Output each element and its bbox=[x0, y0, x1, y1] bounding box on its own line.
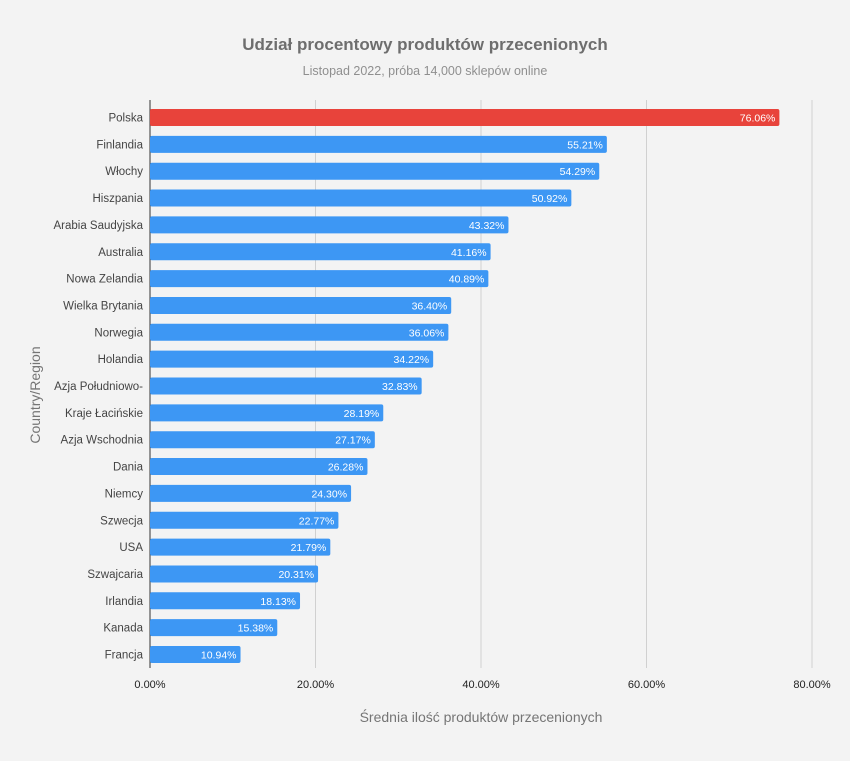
category-label: Włochy bbox=[105, 166, 143, 178]
category-label: Polska bbox=[108, 113, 143, 125]
y-axis-title: Country/Region bbox=[27, 346, 43, 444]
data-label: 27.17% bbox=[335, 435, 371, 447]
bar bbox=[150, 592, 301, 610]
x-tick-label: 60.00% bbox=[628, 679, 666, 691]
category-label: Holandia bbox=[98, 354, 144, 366]
bar bbox=[150, 404, 384, 422]
chart-title: Udział procentowy produktów przecenionyc… bbox=[242, 35, 608, 54]
bar bbox=[150, 458, 368, 476]
category-label: Hiszpania bbox=[93, 193, 144, 205]
x-tick-label: 20.00% bbox=[297, 679, 335, 691]
bar bbox=[150, 270, 489, 288]
category-label: Australia bbox=[98, 247, 143, 259]
bar bbox=[150, 216, 509, 234]
data-label: 76.06% bbox=[740, 113, 776, 125]
bar bbox=[150, 243, 491, 261]
category-label: Francja bbox=[105, 650, 144, 662]
category-label: Finlandia bbox=[96, 139, 143, 151]
category-label: Dania bbox=[113, 462, 144, 474]
bar bbox=[150, 162, 600, 180]
bar bbox=[150, 323, 449, 341]
data-label: 55.21% bbox=[567, 139, 603, 151]
data-label: 36.40% bbox=[412, 300, 448, 312]
bar bbox=[150, 377, 422, 395]
data-label: 20.31% bbox=[278, 569, 314, 581]
data-label: 21.79% bbox=[291, 542, 327, 554]
category-label: Nowa Zelandia bbox=[66, 274, 143, 286]
category-label: Szwajcaria bbox=[87, 569, 143, 581]
category-label: Irlandia bbox=[105, 596, 143, 608]
bar bbox=[150, 511, 339, 529]
data-label: 50.92% bbox=[532, 193, 568, 205]
data-label: 32.83% bbox=[382, 381, 418, 393]
bar bbox=[150, 484, 352, 502]
data-label: 18.13% bbox=[260, 596, 296, 608]
category-label: Niemcy bbox=[105, 488, 144, 500]
category-label: Wielka Brytania bbox=[63, 300, 143, 312]
bar bbox=[150, 619, 278, 637]
data-label: 34.22% bbox=[394, 354, 430, 366]
category-label: Azja Południowo- bbox=[54, 381, 143, 393]
category-label: Norwegia bbox=[94, 327, 143, 339]
bar bbox=[150, 565, 319, 583]
category-label: Szwecja bbox=[100, 515, 143, 527]
chart-subtitle: Listopad 2022, próba 14,000 sklepów onli… bbox=[302, 64, 548, 78]
bar bbox=[150, 646, 241, 663]
data-label: 41.16% bbox=[451, 247, 487, 259]
x-axis-title: Średnia ilość produktów przecenionych bbox=[359, 709, 603, 725]
bar bbox=[150, 350, 434, 368]
category-label: Kanada bbox=[103, 623, 143, 635]
data-label: 43.32% bbox=[469, 220, 505, 232]
data-label: 15.38% bbox=[238, 623, 274, 635]
bar bbox=[150, 431, 375, 449]
data-label: 22.77% bbox=[299, 515, 335, 527]
bar bbox=[150, 538, 331, 556]
category-label: USA bbox=[119, 542, 143, 554]
bar bbox=[150, 109, 780, 126]
data-label: 10.94% bbox=[201, 650, 237, 662]
data-label: 36.06% bbox=[409, 327, 445, 339]
category-label: Kraje Łacińskie bbox=[65, 408, 143, 420]
x-tick-label: 40.00% bbox=[462, 679, 500, 691]
x-tick-label: 80.00% bbox=[793, 679, 831, 691]
data-label: 54.29% bbox=[560, 166, 596, 178]
category-label: Azja Wschodnia bbox=[61, 435, 144, 447]
data-label: 40.89% bbox=[449, 274, 485, 286]
data-label: 28.19% bbox=[344, 408, 380, 420]
data-label: 24.30% bbox=[311, 488, 347, 500]
bar bbox=[150, 135, 607, 153]
category-label: Arabia Saudyjska bbox=[54, 220, 144, 232]
data-label: 26.28% bbox=[328, 462, 364, 474]
bar bbox=[150, 189, 572, 207]
bar bbox=[150, 296, 452, 314]
x-tick-label: 0.00% bbox=[134, 679, 165, 691]
